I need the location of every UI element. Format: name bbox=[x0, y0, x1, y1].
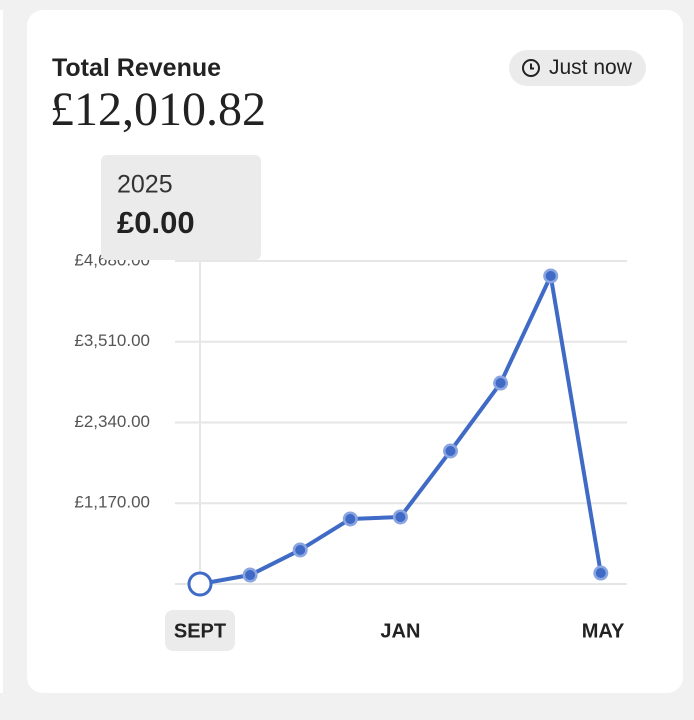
revenue-card: Total Revenue £12,010.82 Just now bbox=[27, 10, 683, 693]
point-core bbox=[395, 511, 406, 522]
line bbox=[199, 273, 603, 586]
point-active bbox=[187, 571, 213, 597]
adjacent-card bbox=[0, 10, 3, 693]
point-core bbox=[445, 446, 456, 457]
tooltip bbox=[101, 155, 261, 260]
x-tick-label: JAN bbox=[380, 620, 420, 642]
x-tick-label: SEPT bbox=[174, 620, 226, 642]
tooltip-value: £0.00 bbox=[117, 205, 195, 240]
y-tick-label: £1,170.00 bbox=[74, 493, 150, 512]
tooltip-title: 2025 bbox=[117, 171, 173, 199]
point-core bbox=[545, 270, 556, 281]
clock-icon bbox=[522, 59, 540, 77]
refresh-badge[interactable]: Just now bbox=[509, 50, 646, 86]
card-title: Total Revenue bbox=[52, 54, 222, 82]
badge-text: Just now bbox=[549, 56, 632, 79]
point-core bbox=[495, 378, 506, 389]
point-core bbox=[595, 568, 606, 579]
point-core bbox=[245, 570, 256, 581]
y-tick-label: £3,510.00 bbox=[74, 331, 150, 350]
x-tick-label: MAY bbox=[582, 620, 625, 642]
point-core bbox=[295, 544, 306, 555]
point-core bbox=[345, 513, 356, 524]
y-tick-label: £2,340.00 bbox=[74, 412, 150, 431]
x-label-highlight bbox=[165, 610, 235, 651]
total-amount: £12,010.82 bbox=[50, 83, 266, 136]
